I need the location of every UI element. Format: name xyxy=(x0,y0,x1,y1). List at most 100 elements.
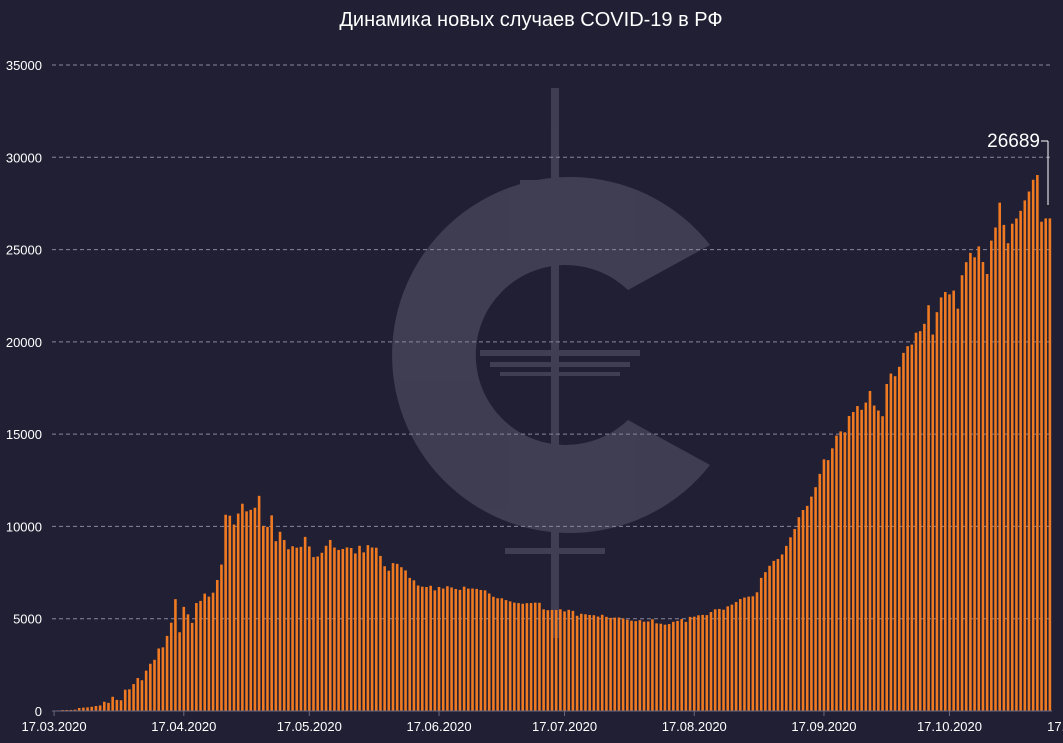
bar xyxy=(668,624,671,711)
bar xyxy=(986,274,989,711)
bar xyxy=(601,615,604,711)
bar xyxy=(555,610,558,711)
bar xyxy=(295,548,298,711)
bar xyxy=(467,589,470,711)
bar xyxy=(542,609,545,711)
bar xyxy=(772,561,775,711)
bar xyxy=(814,487,817,711)
bar xyxy=(521,604,524,711)
bar xyxy=(375,548,378,711)
bar xyxy=(450,587,453,711)
bar xyxy=(400,567,403,711)
bar xyxy=(1036,175,1039,711)
bar xyxy=(304,537,307,711)
bar xyxy=(961,275,964,711)
bar xyxy=(902,353,905,711)
bar xyxy=(718,609,721,711)
y-tick-label: 25000 xyxy=(6,243,42,258)
y-tick-label: 30000 xyxy=(6,150,42,165)
bar xyxy=(170,623,173,711)
bar xyxy=(283,540,286,711)
bar xyxy=(860,410,863,711)
bar xyxy=(379,556,382,711)
bar xyxy=(823,459,826,711)
bar xyxy=(408,578,411,711)
bar xyxy=(417,585,420,711)
bar xyxy=(425,587,428,711)
bar xyxy=(898,367,901,711)
bar xyxy=(484,590,487,711)
bar xyxy=(818,474,821,711)
bar xyxy=(438,587,441,711)
bar xyxy=(1007,243,1010,711)
bar xyxy=(287,549,290,711)
bar xyxy=(990,241,993,711)
bar xyxy=(229,516,232,711)
bar xyxy=(153,660,156,711)
bar xyxy=(747,597,750,711)
bar xyxy=(162,647,165,711)
bar xyxy=(685,622,688,711)
y-axis: 0 5000 10000 15000 20000 25000 30000 35000 xyxy=(6,58,42,719)
bar xyxy=(442,589,445,711)
bar xyxy=(802,510,805,711)
bar xyxy=(810,497,813,711)
bar xyxy=(266,527,269,711)
x-tick-label: 17.11.2020 xyxy=(1047,719,1063,734)
bar xyxy=(1015,219,1018,711)
bar xyxy=(342,549,345,711)
bar xyxy=(789,537,792,711)
bar xyxy=(994,228,997,712)
bar xyxy=(618,618,621,711)
bar xyxy=(869,391,872,711)
bar xyxy=(605,617,608,711)
bar xyxy=(329,540,332,711)
bar xyxy=(208,597,211,711)
bar xyxy=(877,410,880,711)
bar xyxy=(756,592,759,711)
bar xyxy=(982,262,985,711)
bar xyxy=(308,546,311,711)
bar xyxy=(865,403,868,711)
bar xyxy=(944,292,947,711)
bar xyxy=(82,708,85,711)
bar xyxy=(726,606,729,711)
bar xyxy=(254,508,257,711)
bar xyxy=(404,570,407,711)
bar xyxy=(973,257,976,711)
bar xyxy=(760,578,763,711)
x-tick-label: 17.05.2020 xyxy=(277,719,342,734)
bar xyxy=(1011,224,1014,711)
bar xyxy=(1044,218,1047,711)
bar xyxy=(224,515,227,711)
bar xyxy=(911,345,914,711)
bar xyxy=(701,615,704,711)
bar xyxy=(362,552,365,711)
bar xyxy=(446,586,449,711)
bar xyxy=(722,610,725,711)
bar xyxy=(434,590,437,711)
bar xyxy=(116,700,119,711)
bar xyxy=(919,331,922,711)
bar xyxy=(634,621,637,711)
y-tick-label: 5000 xyxy=(13,612,42,627)
bar xyxy=(580,614,583,711)
bar xyxy=(413,580,416,711)
bar xyxy=(894,376,897,711)
bar xyxy=(831,448,834,711)
bar xyxy=(940,297,943,711)
bar xyxy=(346,547,349,711)
bar xyxy=(509,601,512,711)
bar xyxy=(249,510,252,711)
bar xyxy=(1049,218,1052,711)
watermark-logo xyxy=(392,88,710,638)
bar xyxy=(873,406,876,711)
bar xyxy=(710,612,713,711)
bar xyxy=(103,702,106,711)
bar xyxy=(1019,211,1022,711)
bar xyxy=(584,614,587,711)
bar xyxy=(848,416,851,711)
bar xyxy=(178,632,181,711)
bar xyxy=(931,335,934,711)
